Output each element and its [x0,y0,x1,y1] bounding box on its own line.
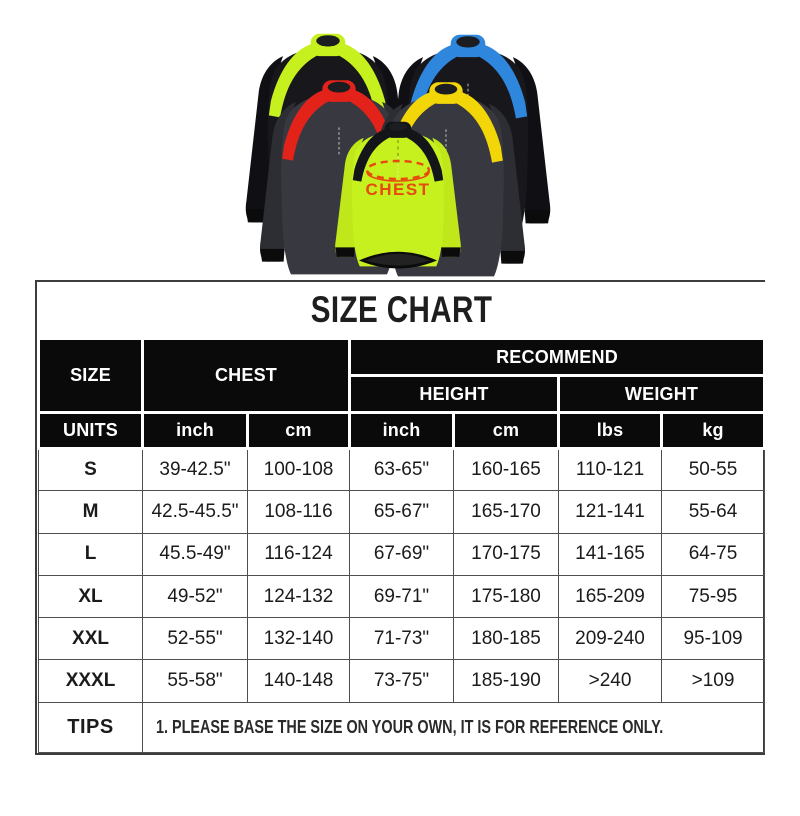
value-cell: 50-55 [660,447,766,492]
tips-text-cell: 1. PLEASE BASE THE SIZE ON YOUR OWN, IT … [141,701,766,753]
value-cell: 69-71" [349,574,454,619]
size-cell: S [38,447,143,492]
header-chest: CHEST [141,337,351,414]
value-cell: >109 [660,659,766,703]
header-units: UNITS [37,411,144,450]
value-cell: 52-55" [142,617,248,661]
page-title: SIZE CHART [310,288,493,330]
table-row-s: S 39-42.5" 100-108 63-65" 160-165 110-12… [38,447,766,492]
value-cell: 185-190 [453,659,559,703]
size-cell: M [38,490,143,534]
value-cell: 67-69" [349,532,454,576]
value-cell: 64-75 [660,532,766,576]
table-row-l: L 45.5-49" 116-124 67-69" 170-175 141-16… [38,532,766,576]
value-cell: 42.5-45.5" [142,490,248,534]
chest-label: CHEST [365,180,430,199]
size-chart-panel: SIZE CHART SIZE CHEST RECOMMEND HEIGHT W… [35,280,767,755]
size-cell: XXL [38,617,143,661]
hem-inner [366,253,430,266]
header-recommend: RECOMMEND [347,337,767,377]
unit-weight-lbs: lbs [557,411,663,450]
unit-height-inch: inch [348,411,455,450]
header-weight: WEIGHT [556,374,767,414]
value-cell: 55-64 [660,490,766,534]
unit-chest-cm: cm [246,411,351,450]
value-cell: 116-124 [247,532,350,576]
value-cell: 165-170 [453,490,559,534]
value-cell: 39-42.5" [142,447,248,492]
tips-row: TIPS 1. PLEASE BASE THE SIZE ON YOUR OWN… [38,701,766,753]
value-cell: 71-73" [349,617,454,661]
header-height: HEIGHT [348,374,560,414]
front-jersey-details [359,251,437,269]
value-cell: 209-240 [558,617,662,661]
value-cell: 141-165 [558,532,662,576]
chest-measure-ellipse [365,159,431,181]
size-cell: XXXL [38,659,143,703]
value-cell: >240 [558,659,662,703]
value-cell: 175-180 [453,574,559,619]
value-cell: 170-175 [453,532,559,576]
unit-chest-inch: inch [141,411,249,450]
value-cell: 121-141 [558,490,662,534]
tips-text: 1. PLEASE BASE THE SIZE ON YOUR OWN, IT … [156,716,664,737]
value-cell: 75-95 [660,574,766,619]
value-cell: 160-165 [453,447,559,492]
chart-title-cell: SIZE CHART [38,282,765,339]
product-image-jerseys: CHEST [200,16,600,278]
size-cell: XL [38,574,143,619]
tips-label: TIPS [38,701,143,753]
value-cell: 55-58" [142,659,248,703]
chest-measure-underarc [366,171,430,182]
value-cell: 165-209 [558,574,662,619]
unit-weight-kg: kg [659,411,767,450]
value-cell: 100-108 [247,447,350,492]
value-cell: 49-52" [142,574,248,619]
table-row-xxl: XXL 52-55" 132-140 71-73" 180-185 209-24… [38,617,766,661]
value-cell: 73-75" [349,659,454,703]
size-chart-table: SIZE CHART SIZE CHEST RECOMMEND HEIGHT W… [37,282,767,753]
chest-measure-annotation: CHEST [365,140,431,199]
value-cell: 110-121 [558,447,662,492]
value-cell: 63-65" [349,447,454,492]
value-cell: 180-185 [453,617,559,661]
value-cell: 95-109 [660,617,766,661]
table-row-xxxl: XXXL 55-58" 140-148 73-75" 185-190 >240 … [38,659,766,703]
jersey-front-group: CHEST [335,122,461,269]
value-cell: 124-132 [247,574,350,619]
jerseys-graphic: CHEST [200,16,600,278]
header-size: SIZE [37,337,144,414]
unit-height-cm: cm [452,411,560,450]
table-row-m: M 42.5-45.5" 108-116 65-67" 165-170 121-… [38,490,766,534]
size-cell: L [38,532,143,576]
table-row-xl: XL 49-52" 124-132 69-71" 175-180 165-209… [38,574,766,619]
value-cell: 132-140 [247,617,350,661]
value-cell: 45.5-49" [142,532,248,576]
value-cell: 108-116 [247,490,350,534]
value-cell: 65-67" [349,490,454,534]
value-cell: 140-148 [247,659,350,703]
